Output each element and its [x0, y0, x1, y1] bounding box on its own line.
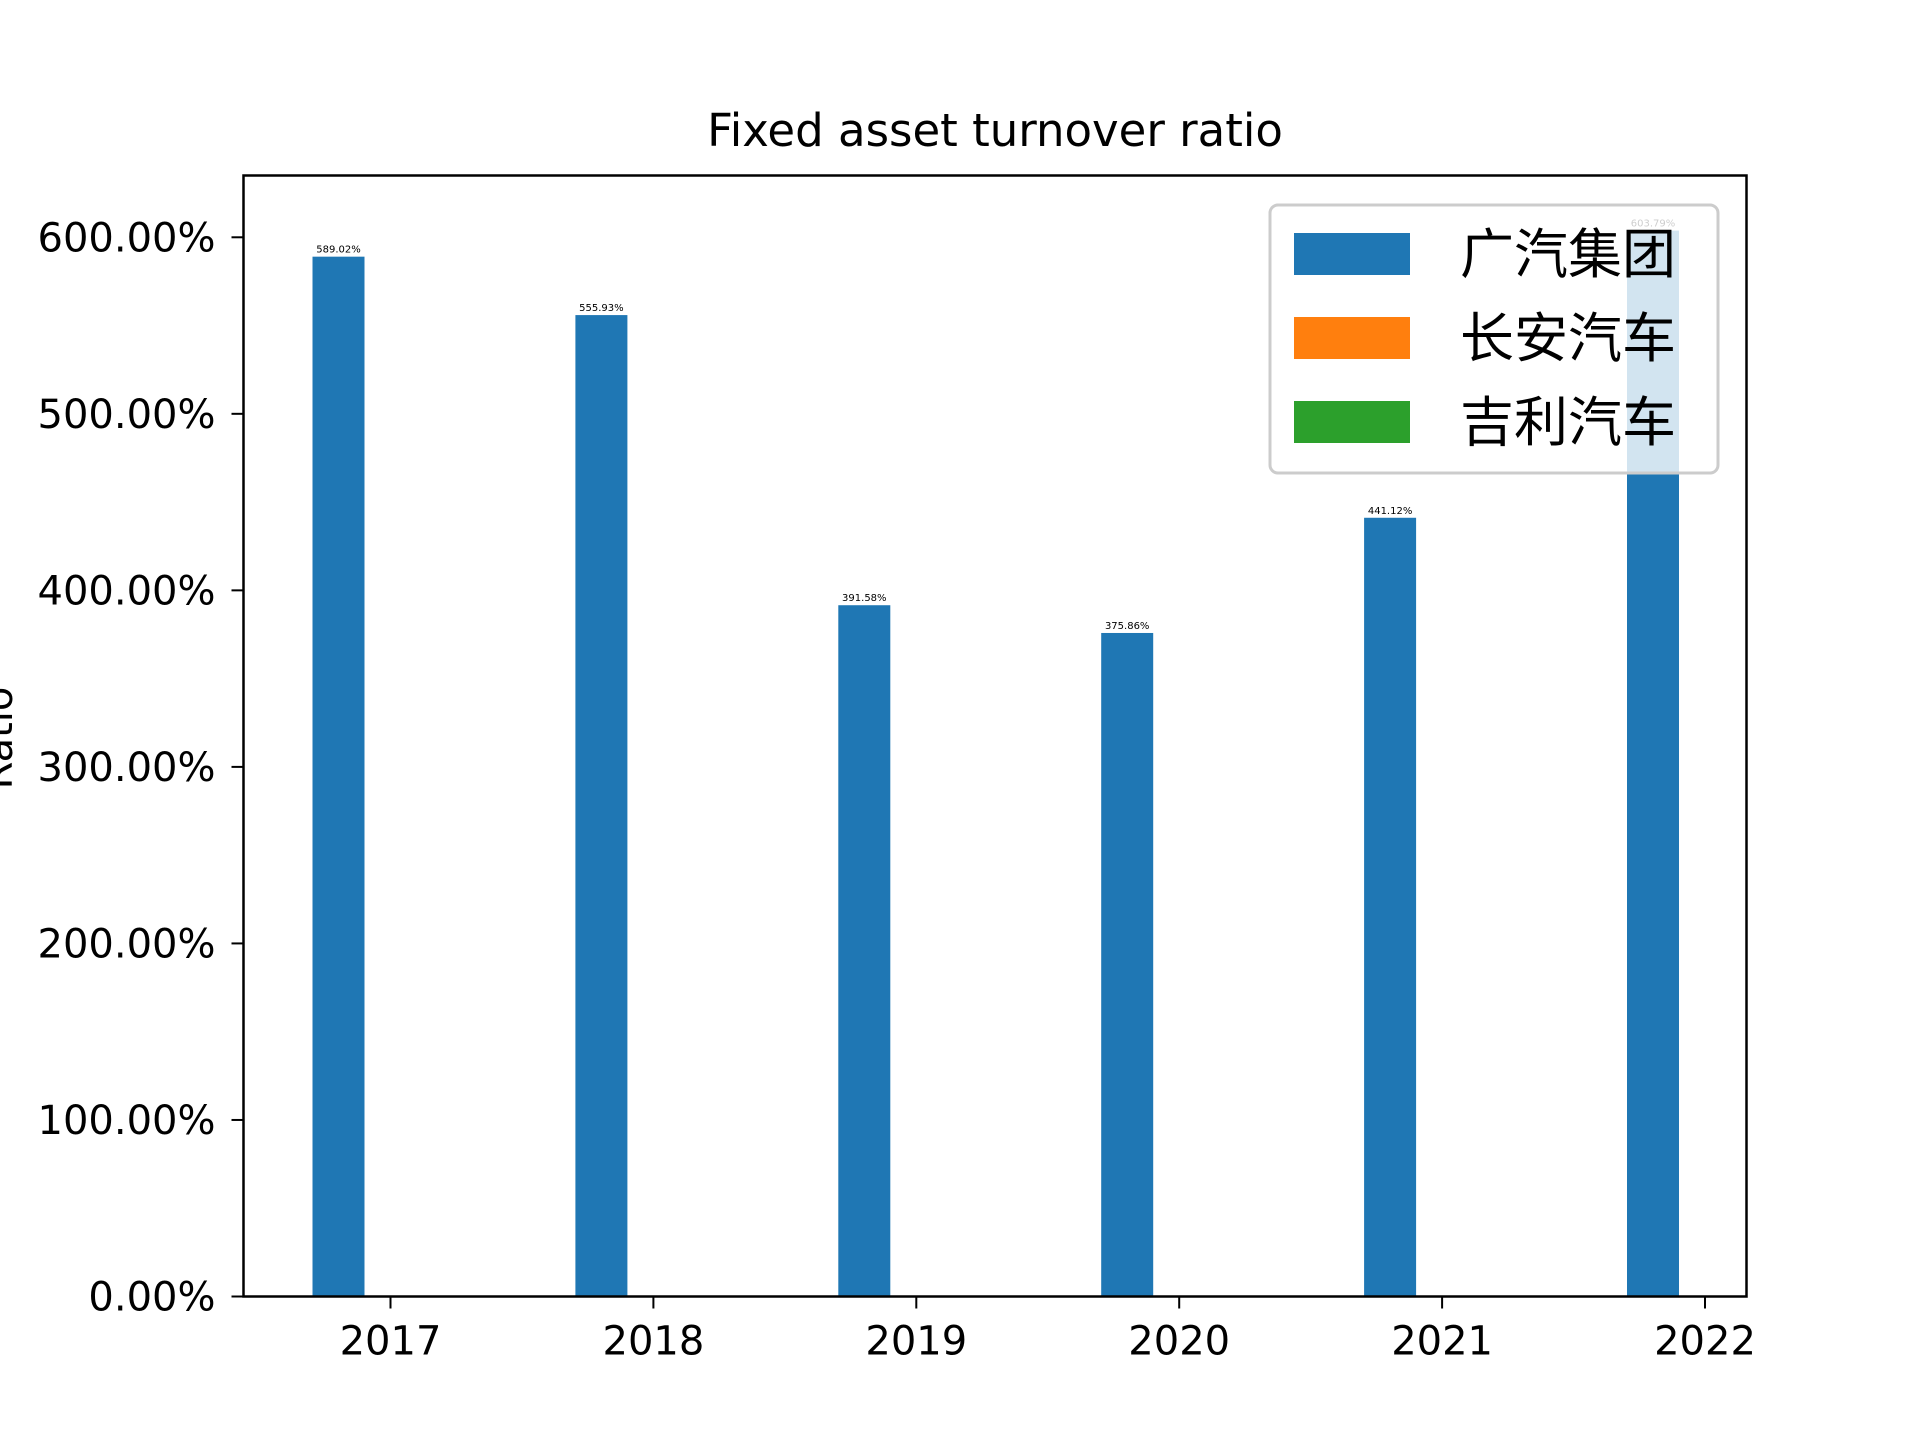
bar-value-label: 441.12%	[1368, 506, 1413, 517]
x-tick-label: 2018	[603, 1319, 705, 1365]
bar	[838, 605, 891, 1297]
y-tick-label: 500.00%	[38, 392, 216, 438]
x-tick-label: 2021	[1391, 1319, 1493, 1365]
y-tick-label: 300.00%	[38, 745, 216, 791]
chart-title: Fixed asset turnover ratio	[707, 104, 1283, 157]
bar-value-label: 391.58%	[842, 593, 887, 604]
plot-frame	[242, 174, 1748, 1298]
legend-swatch	[1294, 233, 1410, 275]
x-axis: 2017 2018 2019 2020 2021 2022	[340, 1296, 1756, 1365]
y-axis: 0.00% 100.00% 200.00% 300.00% 400.00% 500.00%…	[38, 215, 244, 1321]
bar-value-label: 555.93%	[579, 303, 624, 314]
x-tick-label: 2019	[865, 1319, 967, 1365]
legend-swatch	[1294, 317, 1410, 359]
legend-swatch	[1294, 401, 1410, 443]
y-tick-label: 200.00%	[38, 921, 216, 967]
bar	[1101, 632, 1154, 1297]
legend-label: 广汽集团	[1460, 223, 1676, 286]
bar	[575, 315, 628, 1297]
bar	[312, 256, 365, 1297]
y-tick-label: 600.00%	[38, 215, 216, 261]
y-tick-label: 100.00%	[38, 1098, 216, 1144]
y-tick-label: 400.00%	[38, 568, 216, 614]
y-tick-label: 0.00%	[88, 1275, 215, 1321]
x-tick-label: 2020	[1128, 1319, 1230, 1365]
legend-label: 吉利汽车	[1460, 391, 1676, 454]
x-tick-label: 2022	[1654, 1319, 1756, 1365]
bar-value-label: 589.02%	[316, 245, 361, 256]
bar	[1364, 517, 1417, 1297]
y-axis-label: Ratio	[0, 687, 22, 790]
bars-group	[312, 230, 1679, 1297]
bar-value-label: 375.86%	[1105, 621, 1150, 632]
x-tick-label: 2017	[340, 1319, 442, 1365]
legend-label: 长安汽车	[1460, 307, 1676, 370]
